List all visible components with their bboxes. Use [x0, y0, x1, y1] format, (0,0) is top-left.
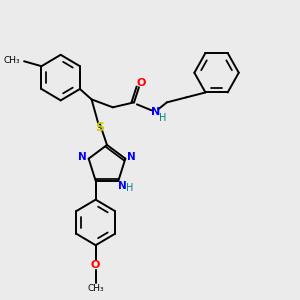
- Text: N: N: [128, 152, 136, 161]
- Text: H: H: [159, 113, 167, 123]
- Text: O: O: [91, 260, 100, 270]
- Text: N: N: [78, 152, 87, 161]
- Text: N: N: [151, 107, 160, 117]
- Text: O: O: [136, 77, 146, 88]
- Text: H: H: [126, 183, 134, 194]
- Text: CH₃: CH₃: [87, 284, 104, 293]
- Text: N: N: [118, 182, 127, 191]
- Text: CH₃: CH₃: [4, 56, 20, 65]
- Text: S: S: [95, 121, 104, 134]
